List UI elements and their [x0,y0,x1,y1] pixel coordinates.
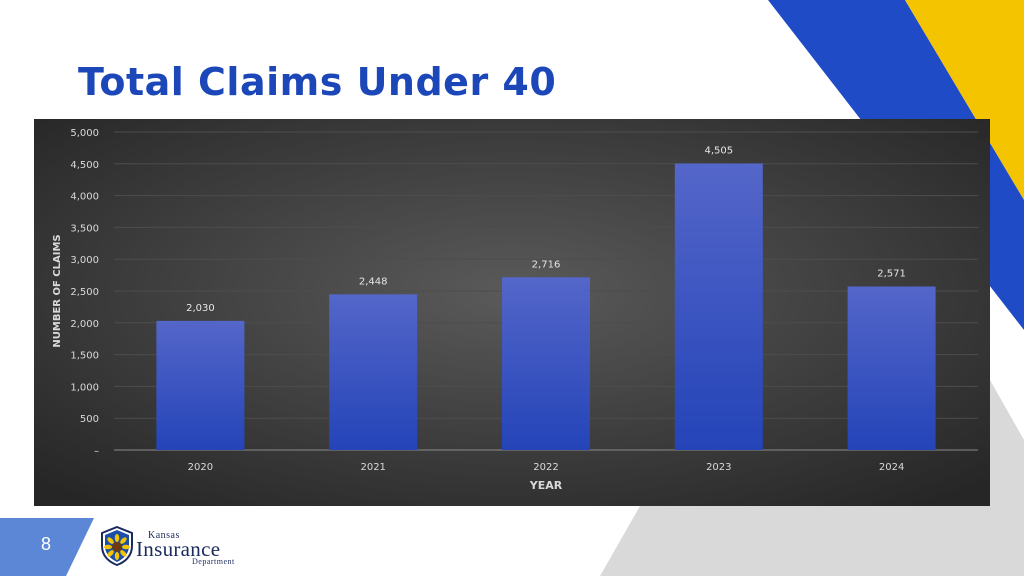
data-label: 2,716 [532,259,561,270]
bar-2024 [847,286,936,450]
x-tick-label: 2023 [706,462,731,473]
bar-2023 [674,163,763,450]
slide-title: Total Claims Under 40 [78,60,557,104]
y-tick-label: 2,500 [70,287,99,298]
x-axis-title: YEAR [529,479,563,492]
y-tick-label: 5,000 [70,128,99,139]
gray-corner-shape [600,380,1024,576]
x-tick-label: 2024 [879,462,904,473]
y-tick-label: 3,500 [70,223,99,234]
data-label: 2,448 [359,276,388,287]
x-tick-label: 2021 [360,462,385,473]
page-number-badge [0,518,94,576]
y-tick-label: 500 [80,414,99,425]
data-label: 2,030 [186,303,215,314]
y-tick-label: – [94,446,99,457]
y-axis-title: NUMBER OF CLAIMS [52,234,63,347]
yellow-corner-stripe [905,0,1024,200]
shield-sunflower-icon [101,526,133,566]
logo-text-insurance: Insurance [136,537,221,561]
bar-2022 [502,277,590,450]
kansas-insurance-logo: Kansas Insurance Department [100,526,280,570]
x-tick-label: 2020 [188,462,213,473]
y-tick-label: 4,000 [70,192,99,203]
x-tick-label: 2022 [533,462,558,473]
bar-2021 [329,294,418,450]
data-label: 2,571 [877,268,906,279]
data-label: 4,505 [704,145,733,156]
bar-chart: – 500 1,000 1,500 2,000 2,500 3,000 3,500 4,000 4… [34,119,990,506]
page-number: 8 [40,534,51,554]
chart-panel: – 500 1,000 1,500 2,000 2,500 3,000 3,500 4,000 4… [34,119,990,506]
y-tick-label: 4,500 [70,160,99,171]
y-tick-label: 3,000 [70,255,99,266]
y-tick-label: 1,500 [70,351,99,362]
y-tick-label: 1,000 [70,382,99,393]
y-tick-label: 2,000 [70,319,99,330]
logo-text-department: Department [192,557,235,566]
logo-text-kansas: Kansas [148,530,180,541]
bar-2020 [156,320,245,450]
